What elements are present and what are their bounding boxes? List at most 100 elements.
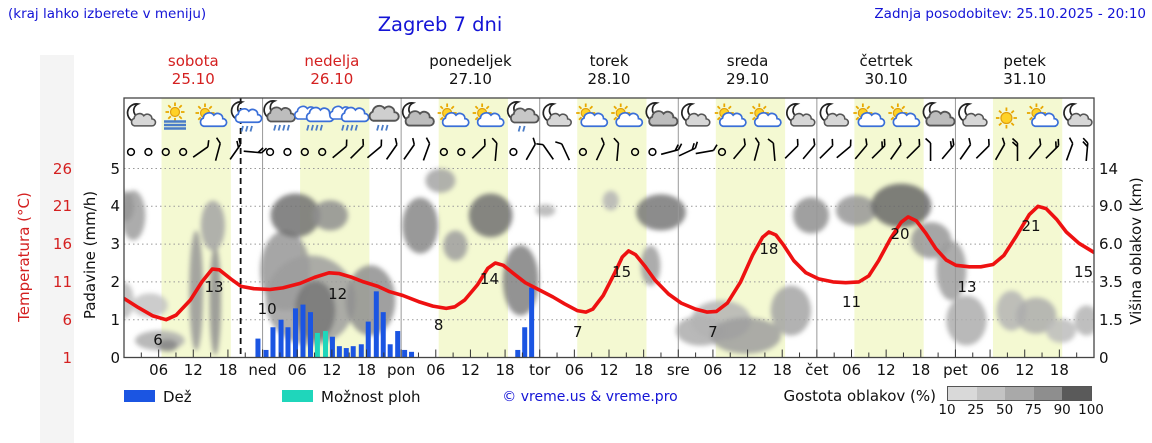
rain-bar bbox=[329, 336, 335, 358]
temperature-point-labels-item: 13 bbox=[957, 277, 977, 296]
sun-cloud-icon bbox=[1026, 103, 1059, 128]
time-axis-labels-item: čet bbox=[805, 361, 829, 379]
clouds-rain-icon bbox=[329, 105, 370, 131]
moon-gray-cloud-icon bbox=[645, 102, 679, 127]
time-axis-labels-item: 18 bbox=[495, 361, 515, 379]
daylight-band bbox=[577, 98, 647, 357]
rain-bar bbox=[278, 319, 284, 358]
rain-bar bbox=[270, 327, 276, 358]
wind-symbol bbox=[192, 140, 210, 158]
rain-bar bbox=[350, 346, 356, 358]
cloud-blob bbox=[402, 197, 439, 254]
wind-symbol bbox=[784, 138, 799, 159]
day-header-sobota: sobota 25.10 bbox=[167, 52, 219, 88]
day-header-petek: petek 31.10 bbox=[1003, 52, 1047, 88]
wind-symbol bbox=[283, 147, 292, 157]
wind-symbol bbox=[366, 139, 383, 159]
moon-cloud-icon bbox=[819, 103, 850, 127]
wind-symbol bbox=[1011, 137, 1019, 161]
cloud-blob bbox=[946, 295, 987, 346]
time-axis-labels-item: 06 bbox=[841, 361, 862, 379]
cloud-density-legend-title: Gostota oblakov (%) bbox=[783, 387, 936, 405]
temperature-point-labels-item: 20 bbox=[890, 224, 910, 243]
moon-gray-rain-icon bbox=[263, 100, 296, 131]
wind-symbol bbox=[555, 141, 571, 161]
rain-bar bbox=[336, 346, 342, 358]
temperature-point-labels-item: 11 bbox=[841, 292, 862, 311]
wind-symbol bbox=[318, 147, 327, 157]
time-axis-labels-item: ned bbox=[248, 361, 277, 379]
time-axis-labels-item: 18 bbox=[911, 361, 931, 379]
temperature-axis-ticks-item: 6 bbox=[62, 310, 72, 329]
sun-cloud-icon bbox=[472, 103, 505, 128]
time-axis-labels-item: 06 bbox=[149, 361, 169, 379]
rain-legend-swatch bbox=[124, 390, 155, 402]
wind-symbol bbox=[471, 138, 486, 159]
temperature-point-labels-item: 6 bbox=[153, 330, 163, 349]
rain-bar bbox=[529, 287, 535, 358]
sun-cloud-icon bbox=[853, 103, 886, 128]
shower-bar bbox=[323, 331, 329, 358]
moon-cloud-icon bbox=[958, 103, 988, 127]
wind-symbol bbox=[595, 137, 605, 161]
wind-symbol bbox=[439, 147, 449, 157]
time-axis-labels-item: 18 bbox=[1049, 361, 1069, 379]
wind-symbol bbox=[144, 147, 153, 157]
cloud-density-scale-labels-item: 50 bbox=[996, 402, 1014, 418]
wind-symbol bbox=[941, 138, 955, 160]
cloud-blob bbox=[425, 168, 456, 193]
wind-symbol bbox=[243, 147, 268, 154]
temperature-point-labels-item: 21 bbox=[1021, 217, 1041, 236]
wind-symbol bbox=[767, 138, 776, 162]
wind-symbol bbox=[753, 137, 760, 161]
sun-icon bbox=[995, 107, 1017, 129]
temperature-point-labels-item: 15 bbox=[612, 262, 632, 281]
cloud-blob bbox=[636, 194, 686, 231]
wind-symbol bbox=[491, 137, 498, 162]
cloud-density-scale-labels-item: 100 bbox=[1078, 402, 1104, 418]
temperature-point-labels-item: 15 bbox=[1074, 262, 1094, 281]
time-axis-labels-item: 06 bbox=[980, 361, 1000, 379]
time-axis-labels-item: 12 bbox=[876, 361, 896, 379]
temperature-axis-ticks-item: 26 bbox=[52, 159, 72, 178]
rain-bar bbox=[307, 312, 313, 358]
cloud-axis-ticks-item: 9.0 bbox=[1099, 197, 1123, 216]
moon-cloud-icon bbox=[542, 103, 572, 127]
day-header-nedelja: nedelja 26.10 bbox=[304, 52, 360, 88]
temperature-point-labels-item: 14 bbox=[479, 270, 500, 289]
cloud-rain-icon bbox=[368, 104, 400, 131]
precip-axis-ticks-item: 0 bbox=[110, 348, 120, 367]
wind-symbol bbox=[1082, 137, 1089, 162]
time-axis-labels-item: 12 bbox=[599, 361, 619, 379]
sun-fog-icon bbox=[164, 102, 186, 130]
sun-cloud-icon bbox=[749, 103, 782, 128]
moon-gray-cloud-icon bbox=[401, 102, 435, 127]
wind-symbol bbox=[332, 139, 348, 159]
wind-symbol bbox=[214, 137, 222, 161]
rain-bar bbox=[395, 331, 401, 358]
cloud-blob bbox=[640, 245, 661, 286]
wind-symbol bbox=[229, 137, 242, 160]
cloud-axis-ticks-item: 3.5 bbox=[1099, 272, 1123, 291]
copyright-link[interactable]: © vreme.us & vreme.pro bbox=[502, 389, 678, 405]
rain-bar bbox=[515, 349, 521, 358]
cloud-blob bbox=[124, 191, 134, 222]
rain-bar bbox=[402, 349, 408, 358]
time-axis-labels-item: pon bbox=[387, 361, 416, 379]
cloud-density-scale-labels-item: 25 bbox=[967, 402, 985, 418]
day-header-ponedeljek: ponedeljek 27.10 bbox=[429, 52, 512, 88]
time-axis-labels-item: 18 bbox=[356, 361, 377, 379]
cloud-blob bbox=[770, 285, 812, 336]
wind-symbol bbox=[819, 138, 834, 159]
wind-symbol bbox=[525, 137, 537, 161]
moon-cloud-icon bbox=[126, 103, 157, 127]
density-swatch bbox=[948, 387, 977, 400]
wind-symbol bbox=[403, 137, 416, 160]
cloud-density-scale-labels-item: 10 bbox=[938, 402, 956, 418]
time-axis-labels-item: 18 bbox=[634, 361, 654, 379]
cloud-blob bbox=[132, 293, 168, 318]
cloud-blob bbox=[835, 195, 877, 226]
day-header-sreda: sreda 29.10 bbox=[726, 52, 770, 88]
rain-bar bbox=[380, 312, 386, 358]
wind-symbol bbox=[578, 147, 588, 157]
